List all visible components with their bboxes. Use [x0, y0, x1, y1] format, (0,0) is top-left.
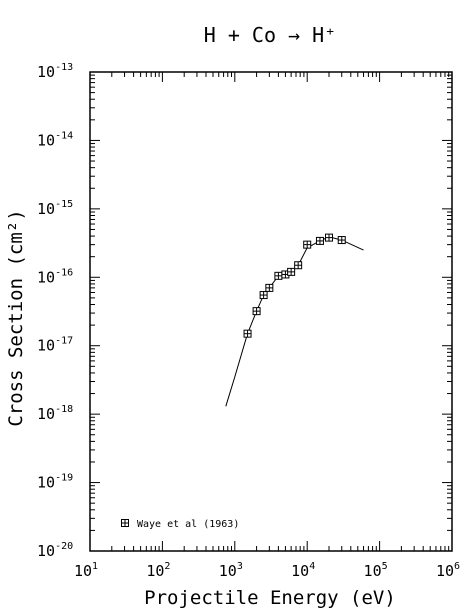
data-point [252, 307, 261, 316]
y-tick-label-base: 10 [37, 337, 55, 355]
y-tick-label: 10-20 [37, 541, 73, 560]
x-tick-label-base: 10 [364, 562, 382, 580]
y-tick-label: 10-13 [37, 62, 73, 81]
x-tick-label-base: 10 [291, 562, 309, 580]
x-tick-label: 104 [291, 561, 315, 580]
x-tick-labels: 101 102 103 104 105 106 [74, 561, 460, 580]
x-tick-label-base: 10 [219, 562, 237, 580]
y-tick-label-base: 10 [37, 268, 55, 286]
x-tick-label: 101 [74, 561, 98, 580]
data-point [259, 291, 268, 300]
x-tick-label-exponent: 1 [92, 561, 98, 572]
y-tick-label-base: 10 [37, 542, 55, 560]
y-tick-label-exponent: -16 [55, 267, 73, 278]
data-point [265, 283, 274, 292]
y-tick-label: 10-19 [37, 473, 73, 492]
y-tick-label: 10-16 [37, 267, 73, 286]
y-tick-label: 10-17 [37, 336, 73, 355]
axis-ticks [89, 72, 452, 552]
data-point [287, 267, 296, 276]
y-tick-label-exponent: -14 [55, 130, 73, 141]
chart-title: H + Co → H⁺ [204, 23, 336, 47]
x-axis-label: Projectile Energy (eV) [144, 587, 396, 609]
y-tick-label-base: 10 [37, 474, 55, 492]
data-point [303, 240, 312, 249]
data-point [243, 329, 252, 338]
data-points-layer [243, 233, 346, 338]
x-tick-label-base: 10 [436, 562, 454, 580]
data-point [337, 236, 346, 245]
y-tick-label-exponent: -13 [55, 62, 73, 73]
x-tick-label: 103 [219, 561, 243, 580]
legend-marker [121, 519, 129, 527]
y-tick-label-base: 10 [37, 131, 55, 149]
legend: Waye et al (1963) [121, 519, 239, 530]
y-tick-label: 10-14 [37, 130, 73, 149]
x-tick-label-exponent: 3 [237, 561, 243, 572]
y-tick-label-exponent: -19 [55, 473, 73, 484]
plot-frame [89, 71, 453, 552]
x-tick-label: 105 [364, 561, 388, 580]
data-point [315, 236, 324, 245]
y-tick-label: 10-18 [37, 404, 73, 423]
x-tick-label: 106 [436, 561, 460, 580]
x-tick-label-exponent: 6 [454, 561, 460, 572]
x-tick-label-base: 10 [146, 562, 164, 580]
y-tick-label-base: 10 [37, 200, 55, 218]
x-tick-label: 102 [146, 561, 170, 580]
y-tick-label-exponent: -20 [55, 541, 73, 552]
y-tick-label-exponent: -15 [55, 199, 73, 210]
x-tick-label-exponent: 5 [382, 561, 388, 572]
y-tick-label-exponent: -18 [55, 404, 73, 415]
data-point [274, 271, 283, 280]
y-tick-label-exponent: -17 [55, 336, 73, 347]
y-axis-label: Cross Section (cm²) [5, 209, 27, 426]
y-tick-label-base: 10 [37, 63, 55, 81]
y-tick-label-base: 10 [37, 405, 55, 423]
data-point [294, 261, 303, 270]
y-tick-label: 10-15 [37, 199, 73, 218]
x-tick-label-base: 10 [74, 562, 92, 580]
x-tick-label-exponent: 4 [309, 561, 315, 572]
x-tick-label-exponent: 2 [164, 561, 170, 572]
data-point [324, 233, 333, 242]
legend-label: Waye et al (1963) [137, 519, 239, 530]
